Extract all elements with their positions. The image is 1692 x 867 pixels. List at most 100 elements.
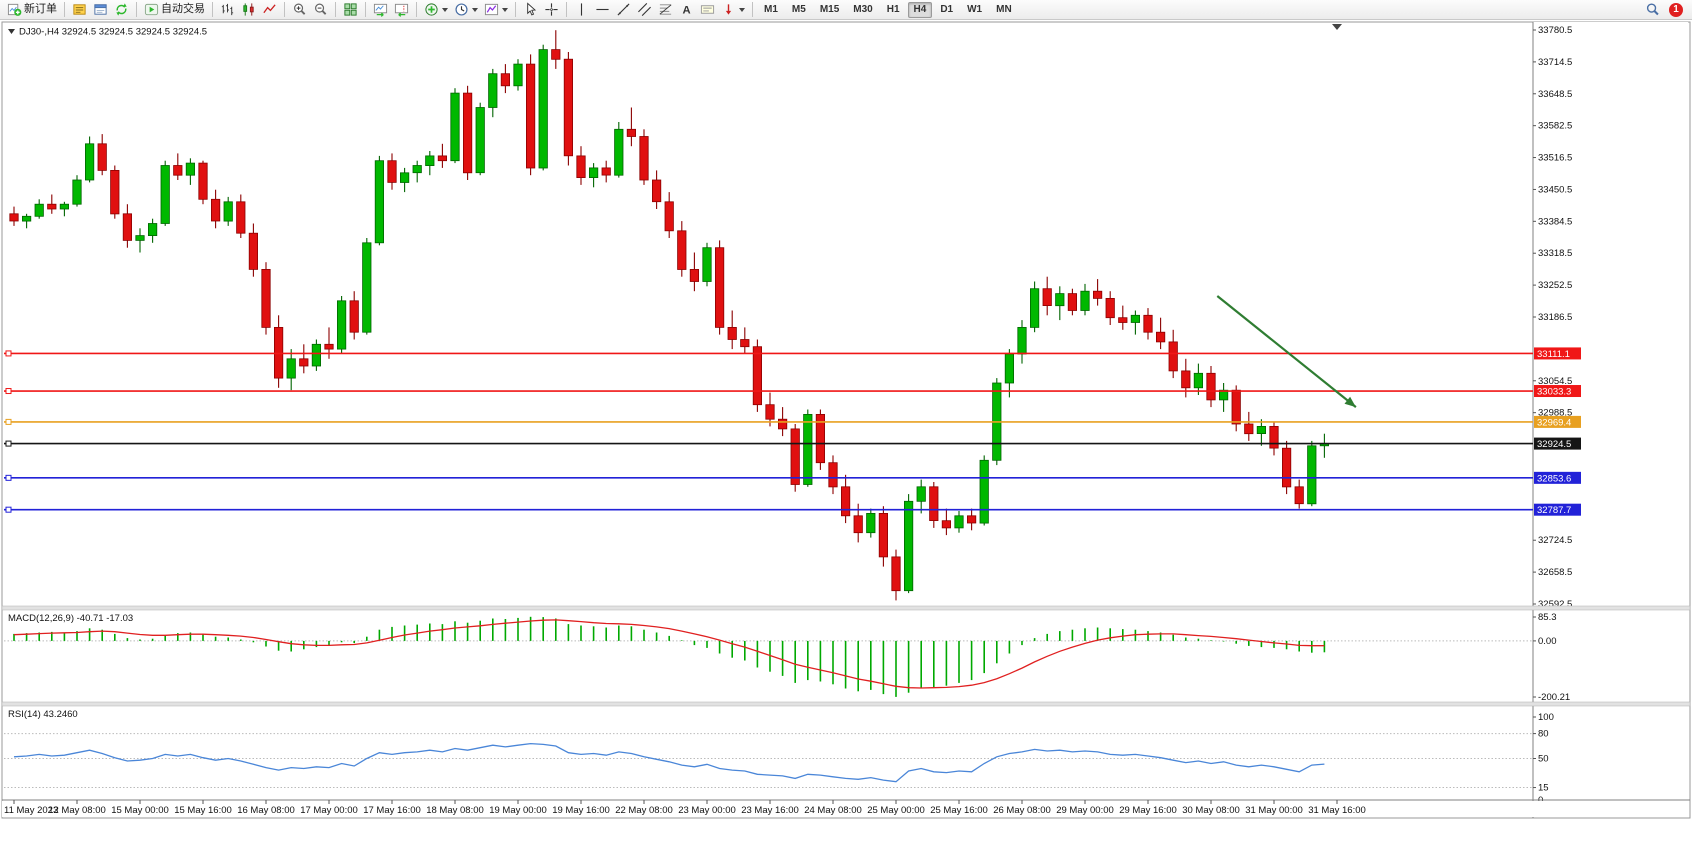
zoom-in-button[interactable]: [289, 1, 310, 19]
candle: [979, 455, 989, 526]
navigator-button[interactable]: [111, 1, 132, 19]
indicators-icon: [425, 3, 438, 16]
macd-axis-label: 85.3: [1538, 612, 1557, 623]
hline-handle[interactable]: [5, 418, 12, 425]
rsi-label: RSI(14) 43.2460: [8, 709, 78, 720]
toolbar-separator: [284, 2, 285, 17]
timeframe-mn-button[interactable]: MN: [996, 3, 1012, 15]
price-axis-label: 33450.5: [1538, 184, 1572, 195]
arrows-icon: [725, 4, 732, 15]
candle: [702, 242, 712, 287]
candle: [374, 155, 385, 246]
toolbar-separator: [335, 2, 336, 17]
channel-button[interactable]: [634, 1, 655, 19]
hline-handle[interactable]: [5, 350, 12, 357]
timeframe-w1-button[interactable]: W1: [967, 3, 983, 15]
search-icon: [1646, 3, 1659, 16]
candle: [929, 482, 939, 528]
hline-button[interactable]: [592, 1, 613, 19]
timeframe-m1-button[interactable]: M1: [764, 3, 778, 15]
timeframe-d1-button[interactable]: D1: [940, 3, 954, 15]
pane-separator[interactable]: [1, 701, 1691, 707]
trend-arrow[interactable]: [1216, 295, 1357, 408]
candle: [1093, 279, 1103, 306]
toolbar-separator: [212, 2, 213, 17]
autotrading-button[interactable]: 自动交易: [141, 1, 208, 19]
vline-icon: [580, 3, 583, 16]
templates-button[interactable]: [481, 1, 511, 19]
candle: [500, 64, 511, 94]
candle: [110, 165, 120, 219]
candle: [614, 122, 624, 178]
dropdown-caret-icon: [739, 7, 745, 12]
arrows-button[interactable]: [718, 1, 748, 19]
candle: [815, 409, 826, 470]
candle: [1269, 421, 1279, 456]
auto-scroll-button[interactable]: [370, 1, 391, 19]
label-button[interactable]: [697, 1, 718, 19]
fibonacci-button[interactable]: [655, 1, 676, 19]
toolbar-separator: [752, 2, 753, 17]
candle: [248, 223, 258, 277]
candle: [689, 252, 700, 292]
chart-shift-marker[interactable]: [1332, 24, 1342, 30]
price-badge: [1534, 347, 1581, 360]
data-window-button[interactable]: [90, 1, 111, 19]
pane-separator[interactable]: [1, 605, 1691, 611]
timeframe-h1-button[interactable]: H1: [886, 3, 900, 15]
candle: [1294, 479, 1304, 509]
candle: [261, 262, 271, 335]
candlestick-button[interactable]: [238, 1, 259, 19]
time-axis-label: 23 May 00:00: [678, 805, 736, 816]
chart-menu-icon[interactable]: [8, 29, 15, 34]
candle: [639, 129, 649, 185]
toolbar-separator: [365, 2, 366, 17]
candle: [47, 194, 57, 214]
periods-icon: [455, 3, 468, 16]
periods-button[interactable]: [451, 1, 481, 19]
timeframe-m15-button[interactable]: M15: [819, 3, 840, 15]
candle: [752, 339, 763, 412]
candle: [72, 175, 82, 207]
cursor-button[interactable]: [520, 1, 541, 19]
candle: [1055, 286, 1065, 321]
candle: [803, 409, 813, 487]
candle: [664, 192, 674, 238]
rsi-axis-label: 80: [1538, 729, 1549, 740]
indicators-button[interactable]: [421, 1, 451, 19]
chart-canvas[interactable]: 33780.5 33714.5 33648.5 33582.5 33516.5 33450…: [0, 20, 1692, 862]
bar-chart-button[interactable]: [217, 1, 238, 19]
timeframe-h4-button[interactable]: H4: [907, 1, 933, 18]
new-order-button[interactable]: 新订单: [4, 1, 60, 19]
time-axis-label: 26 May 08:00: [993, 805, 1051, 816]
candle: [513, 59, 523, 91]
text-button[interactable]: A: [676, 1, 697, 19]
price-axis-label: 33780.5: [1538, 25, 1572, 36]
line-chart-button[interactable]: [259, 1, 280, 19]
trendline-button[interactable]: [613, 1, 634, 19]
hline-handle[interactable]: [5, 506, 12, 513]
chart-shift-button[interactable]: [391, 1, 412, 19]
macd-axis-label: -200.21: [1538, 692, 1570, 703]
notification-badge[interactable]: 1: [1669, 2, 1683, 17]
tile-windows-button[interactable]: [340, 1, 361, 19]
market-watch-button[interactable]: [69, 1, 90, 19]
time-scale[interactable]: [2, 801, 1688, 817]
toolbar-separator: [515, 2, 516, 17]
vline-button[interactable]: [571, 1, 592, 19]
candle: [311, 339, 322, 371]
hline-handle[interactable]: [5, 440, 12, 447]
candle: [147, 218, 158, 243]
hline-handle[interactable]: [5, 474, 12, 481]
timeframe-m30-button[interactable]: M30: [853, 3, 873, 15]
search-button[interactable]: [1642, 1, 1663, 19]
candle: [677, 221, 687, 277]
candle: [790, 424, 800, 492]
zoom-out-button[interactable]: [310, 1, 331, 19]
price-badge: [1534, 503, 1581, 516]
crosshair-button[interactable]: [541, 1, 562, 19]
candle: [85, 136, 95, 183]
time-axis-label: 29 May 16:00: [1119, 805, 1177, 816]
hline-handle[interactable]: [5, 388, 12, 395]
timeframe-m5-button[interactable]: M5: [791, 3, 806, 15]
